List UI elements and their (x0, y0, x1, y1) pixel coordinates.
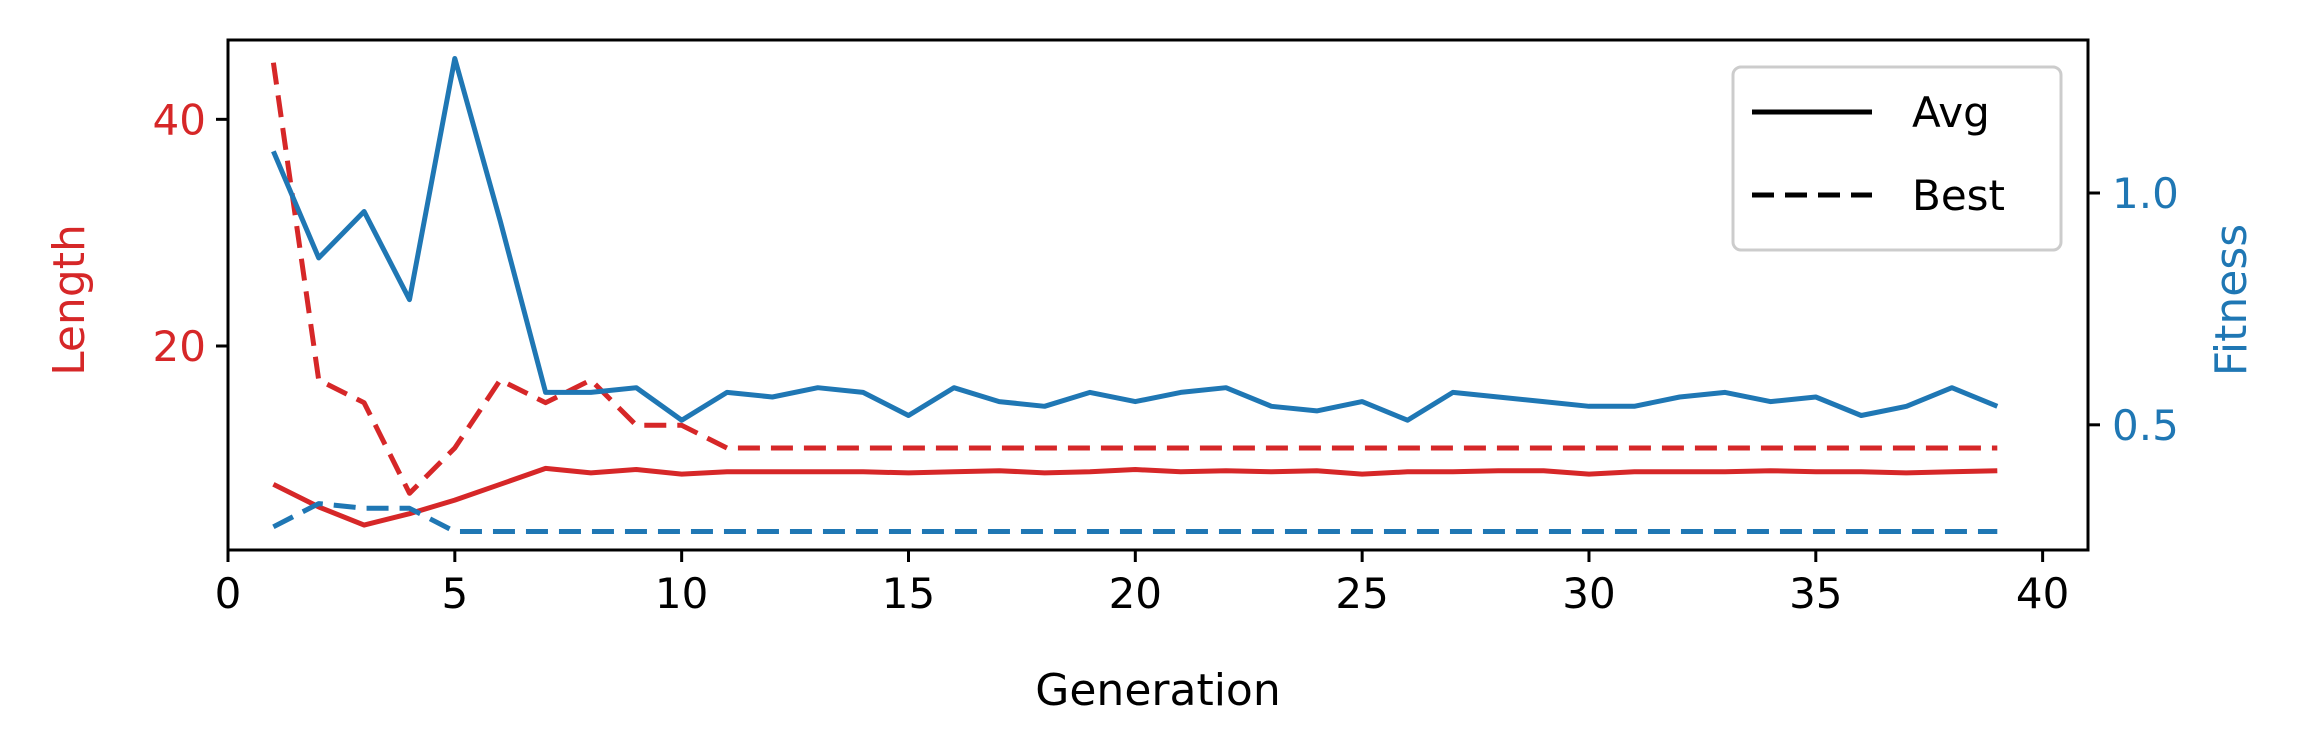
legend-box (1731, 65, 2063, 252)
right-y-tick-label: 0.5 (2112, 401, 2179, 450)
plot-frame (226, 38, 2090, 552)
x-tick-label: 5 (441, 569, 468, 618)
left-y-axis-title: Length (44, 224, 95, 376)
right-y-tick-label: 1.0 (2112, 169, 2179, 218)
legend-best-label: Best (1912, 171, 2005, 220)
fitness-avg-line (271, 56, 1999, 423)
left-y-tick-label: 20 (153, 322, 206, 371)
length-avg-line (272, 465, 1998, 528)
plot-area (270, 56, 1999, 534)
right-y-axis: 0.5 1.0 (2088, 169, 2179, 450)
x-tick-label: 20 (1109, 569, 1162, 618)
x-tick-label: 30 (1562, 569, 1615, 618)
x-tick-label: 35 (1789, 569, 1842, 618)
x-tick-label: 10 (655, 569, 708, 618)
x-tick-label: 15 (882, 569, 935, 618)
x-axis: 0 5 10 15 20 25 30 35 40 (215, 550, 2069, 618)
length-best-line (270, 62, 1998, 496)
x-tick-label: 0 (215, 569, 242, 618)
legend: Avg Best (1731, 65, 2063, 252)
x-tick-label: 40 (2016, 569, 2069, 618)
left-y-tick-label: 40 (153, 95, 206, 144)
x-tick-label: 25 (1335, 569, 1388, 618)
legend-avg-label: Avg (1912, 88, 1990, 137)
x-axis-title: Generation (1035, 665, 1280, 716)
right-y-axis-title: Fitness (2206, 224, 2257, 376)
fitness-best-line (272, 501, 1998, 534)
